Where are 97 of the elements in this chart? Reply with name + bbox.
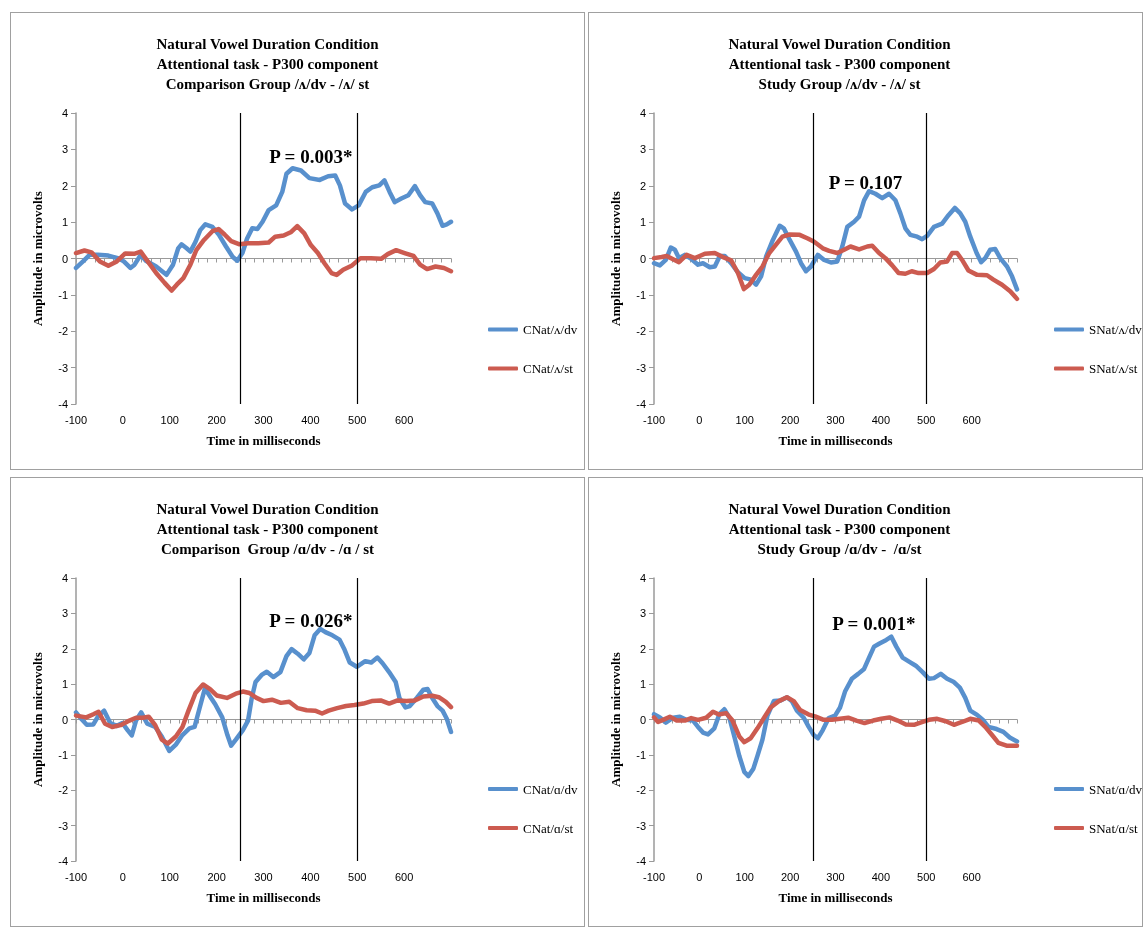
line-series <box>73 166 454 278</box>
y-tick-label: -2 <box>636 784 646 797</box>
legend-label: SNat/ʌ/dv <box>1089 322 1143 338</box>
x-tick-label: 200 <box>207 413 226 426</box>
x-tick-label: 200 <box>780 870 800 883</box>
x-axis-title: Time in milliseconds <box>778 890 893 905</box>
legend-label: SNat/ʌ/st <box>1089 361 1138 377</box>
y-tick-label: 4 <box>639 572 646 584</box>
legend-label: CNat/ʌ/dv <box>523 322 578 338</box>
legend-label: CNat/ɑ/st <box>523 820 574 836</box>
y-tick-label: 2 <box>61 179 68 192</box>
y-tick-label: -2 <box>58 325 68 338</box>
x-tick-label: 600 <box>962 870 981 883</box>
x-tick-label: 0 <box>119 413 126 426</box>
y-tick-label: -1 <box>636 288 646 301</box>
chart-title: Natural Vowel Duration Condition Attentional task - P300 component Comparison Group /ʌ/dv - /ʌ/ st <box>156 36 380 92</box>
x-tick-label: 200 <box>780 413 800 426</box>
x-tick-label: 300 <box>826 413 845 426</box>
x-tick-label: 600 <box>394 413 414 426</box>
chart-title: Natural Vowel Duration Condition Attentional task - P300 component Study Group /ɑ/dv - /ɑ/st <box>728 501 952 557</box>
y-tick-label: 0 <box>639 252 646 265</box>
y-axis-title: Amplitude in microvolts <box>30 191 45 326</box>
y-tick-label: 3 <box>61 607 68 620</box>
x-axis-title: Time in milliseconds <box>206 433 321 448</box>
y-tick-label: 1 <box>639 216 646 229</box>
y-tick-label: -3 <box>58 819 68 832</box>
y-tick-label: 2 <box>639 179 646 192</box>
annotation: P = 0.003* <box>269 145 353 167</box>
y-tick-label: 2 <box>639 642 646 655</box>
x-tick-label: 500 <box>348 413 367 426</box>
y-tick-label: 0 <box>61 713 68 726</box>
x-tick-label: 0 <box>119 870 126 883</box>
y-tick-label: 3 <box>61 143 68 156</box>
x-tick-label: -100 <box>642 413 666 426</box>
x-tick-label: 200 <box>207 870 226 883</box>
x-tick-label: 100 <box>735 413 754 426</box>
y-tick-label: 0 <box>639 713 646 726</box>
y-axis-title: Amplitude in microvolts <box>608 652 623 787</box>
x-axis-title: Time in milliseconds <box>778 433 893 448</box>
legend-label: SNat/ɑ/st <box>1089 820 1139 836</box>
y-tick-label: -1 <box>636 748 646 761</box>
x-tick-label: 500 <box>348 870 367 883</box>
y-tick-label: -2 <box>636 325 646 338</box>
x-tick-label: -100 <box>64 413 88 426</box>
y-tick-label: 2 <box>61 642 68 655</box>
legend-label: CNat/ɑ/dv <box>523 781 578 797</box>
chart-title: Natural Vowel Duration Condition Attentional task - P300 component Comparison Group /ɑ/dv - /ɑ / st <box>156 501 380 557</box>
y-tick-label: -2 <box>58 784 68 797</box>
y-tick-label: -1 <box>58 288 68 301</box>
y-tick-label: -1 <box>58 748 68 761</box>
line-series <box>73 682 454 746</box>
x-tick-label: 100 <box>735 870 754 883</box>
x-tick-label: 400 <box>301 413 320 426</box>
chart-title: Natural Vowel Duration Condition Attentional task - P300 component Study Group /ʌ/dv - /ʌ/ st <box>728 36 952 92</box>
x-tick-label: -100 <box>64 870 88 883</box>
x-tick-label: 0 <box>696 870 703 883</box>
x-tick-label: 400 <box>871 870 891 883</box>
y-tick-label: 4 <box>61 107 68 119</box>
y-tick-label: -4 <box>58 855 68 867</box>
x-axis-title: Time in milliseconds <box>206 890 321 905</box>
x-tick-label: 100 <box>160 870 179 883</box>
annotation: P = 0.001* <box>832 612 916 634</box>
x-tick-label: 500 <box>917 870 936 883</box>
y-tick-label: -3 <box>636 819 646 832</box>
x-tick-label: 0 <box>696 413 703 426</box>
y-tick-label: 1 <box>639 678 646 691</box>
y-axis-title: Amplitude in microvolts <box>608 191 623 326</box>
x-tick-label: 300 <box>254 413 273 426</box>
y-tick-label: -4 <box>636 855 646 867</box>
y-tick-label: -4 <box>636 398 646 410</box>
x-tick-label: -100 <box>642 870 666 883</box>
x-tick-label: 500 <box>917 413 936 426</box>
y-tick-label: 4 <box>61 572 68 584</box>
y-tick-label: 1 <box>61 216 68 229</box>
legend-label: CNat/ʌ/st <box>523 361 574 377</box>
y-tick-label: 4 <box>639 107 646 119</box>
y-tick-label: 3 <box>639 607 646 620</box>
y-tick-label: -4 <box>58 398 68 410</box>
line-series <box>651 694 1020 748</box>
y-tick-label: 1 <box>61 678 68 691</box>
annotation: P = 0.026* <box>269 609 353 631</box>
y-axis-title: Amplitude in microvolts <box>30 652 45 787</box>
y-tick-label: -3 <box>636 361 646 374</box>
x-tick-label: 300 <box>826 870 845 883</box>
y-tick-label: -3 <box>58 361 68 374</box>
x-tick-label: 400 <box>301 870 320 883</box>
x-tick-label: 600 <box>962 413 981 426</box>
x-tick-label: 100 <box>160 413 179 426</box>
x-tick-label: 600 <box>394 870 414 883</box>
line-series <box>651 232 1020 302</box>
legend-label: SNat/ɑ/dv <box>1089 781 1143 797</box>
x-tick-label: 300 <box>254 870 273 883</box>
y-tick-label: 0 <box>61 252 68 265</box>
annotation: P = 0.107 <box>828 172 903 194</box>
x-tick-label: 400 <box>871 413 891 426</box>
line-series <box>73 223 454 293</box>
y-tick-label: 3 <box>639 143 646 156</box>
